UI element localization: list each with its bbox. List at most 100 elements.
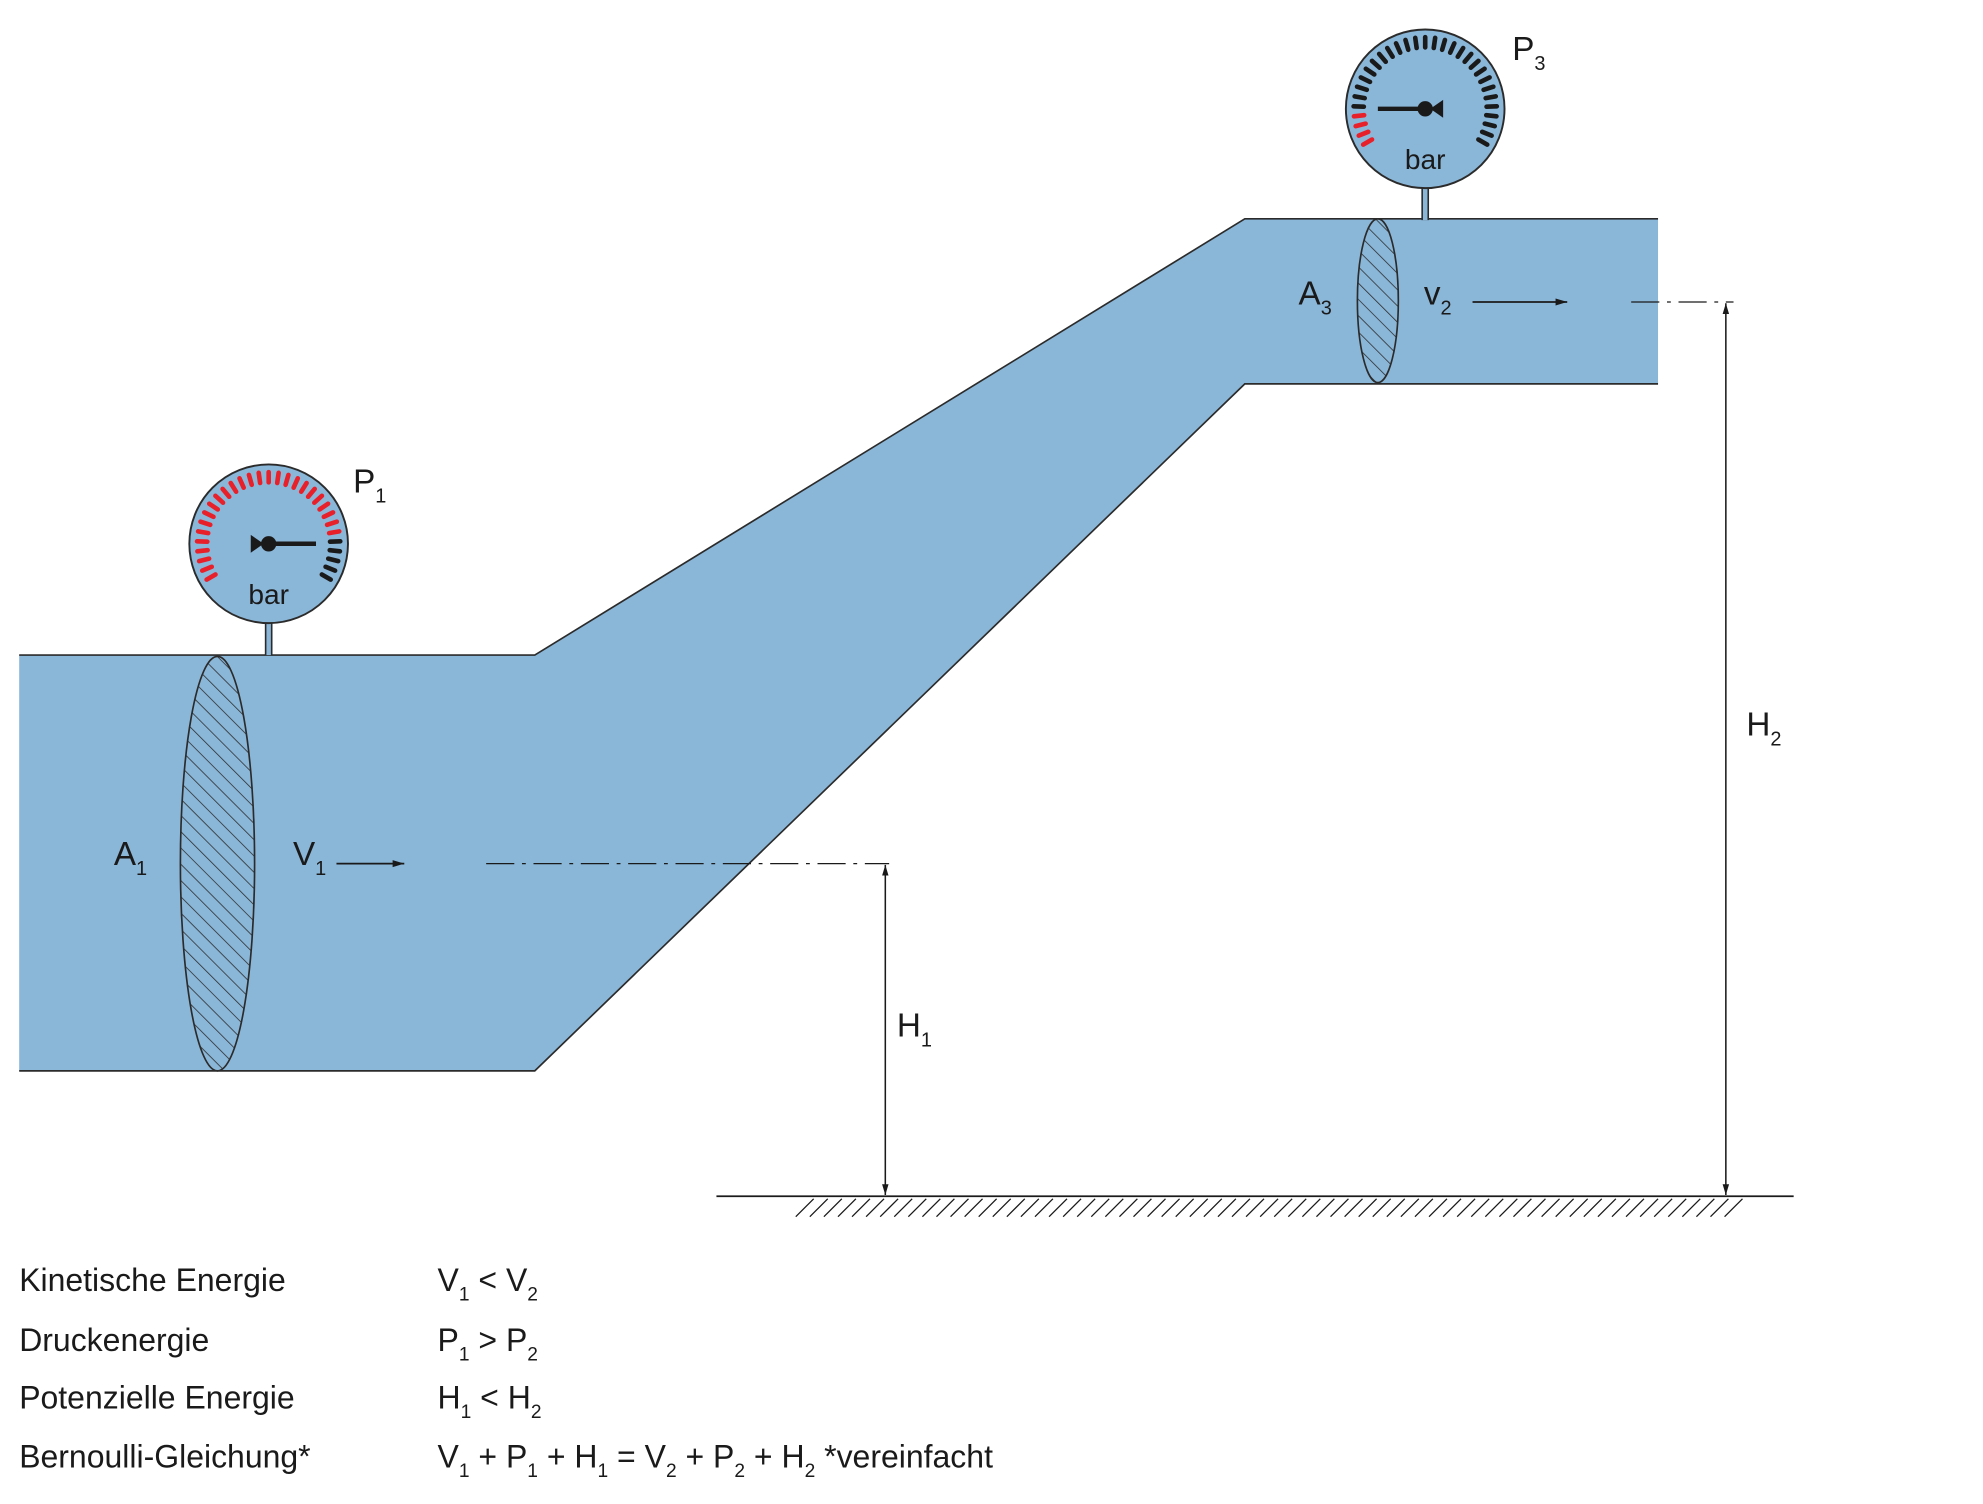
- energy-legend: Kinetische Energie V1​ < V2​ Druckenergie P…: [19, 1262, 993, 1482]
- gauge-tick: [198, 519, 213, 528]
- subscript: 3: [1534, 53, 1545, 75]
- gauge-tick: [1360, 137, 1375, 147]
- gauge-tick: [321, 510, 336, 520]
- subscript: 1: [459, 1285, 470, 1306]
- subscript: 1: [527, 1461, 538, 1482]
- label-p1: P1​: [353, 464, 386, 508]
- gauge-tick: [1462, 51, 1474, 65]
- label-h1: H1​: [897, 1007, 932, 1051]
- symbol: +: [745, 1438, 781, 1474]
- symbol: H: [508, 1380, 531, 1416]
- gauge-tick: [291, 476, 301, 490]
- gauge-tick: [1468, 58, 1481, 71]
- gauge-tick: [1356, 129, 1371, 138]
- symbol: V: [506, 1262, 528, 1298]
- gauge-tick: [195, 547, 210, 554]
- legend-term: Bernoulli-Gleichung*: [19, 1438, 310, 1474]
- gauge-tick: [256, 470, 263, 486]
- gauge-unit: bar: [248, 579, 289, 610]
- subscript: 1: [461, 1402, 472, 1423]
- subscript: 1: [459, 1461, 470, 1482]
- gauge-tick: [323, 564, 338, 573]
- symbol: P: [1512, 31, 1534, 68]
- gauge-tick: [1384, 45, 1395, 60]
- symbol: V: [438, 1438, 460, 1474]
- legend-formula: P1​ > P2​: [438, 1322, 538, 1366]
- symbol: +: [470, 1438, 506, 1474]
- gauge-tick: [237, 476, 246, 490]
- pipe: [19, 218, 1659, 1071]
- symbol: V: [293, 836, 316, 873]
- label-p3: P3​: [1512, 31, 1545, 75]
- gauge-tick: [1351, 112, 1367, 119]
- gauge-tick: [283, 472, 291, 488]
- symbol: =: [608, 1438, 644, 1474]
- subscript: 2: [805, 1461, 816, 1482]
- symbol: H: [574, 1438, 597, 1474]
- subscript: 2: [527, 1285, 538, 1306]
- legend-term: Kinetische Energie: [19, 1262, 286, 1298]
- gauge-tick: [1447, 41, 1457, 56]
- symbol: >: [470, 1322, 506, 1358]
- gauge-tick: [1376, 51, 1389, 65]
- gauge-tick: [1412, 35, 1419, 51]
- subscript: 1: [598, 1461, 609, 1482]
- gauge-tick: [246, 472, 255, 488]
- symbol: P: [713, 1438, 734, 1474]
- pressure-gauge-icon: bar: [188, 463, 349, 656]
- legend-term: Potenzielle Energie: [19, 1380, 294, 1416]
- gauge-tick: [1393, 41, 1403, 56]
- gauge-tick: [1358, 75, 1373, 85]
- cross-section-a3: [1356, 217, 1400, 384]
- symbol: H: [781, 1438, 804, 1474]
- symbol: H: [897, 1007, 921, 1044]
- gauge-tick: [1363, 66, 1377, 77]
- gauge-tick: [206, 501, 221, 512]
- gauge-tick: [274, 470, 281, 486]
- symbol: <: [471, 1380, 507, 1416]
- legend-formula: V1​ + P1​ + H1​ = V2​ + P2​ + H2​ *verei…: [438, 1438, 994, 1482]
- cross-section-a1: [179, 655, 256, 1072]
- gauge-tick: [220, 486, 232, 500]
- gauge-tick: [298, 480, 309, 495]
- symbol: V: [438, 1262, 460, 1298]
- label-v2: v2​: [1424, 276, 1452, 320]
- symbol: A: [1299, 276, 1322, 313]
- legend-formula: H1​ < H2​: [438, 1380, 542, 1424]
- symbol: V: [645, 1438, 667, 1474]
- gauge-tick: [319, 572, 334, 582]
- subscript: 1: [375, 486, 386, 508]
- gauge-tick: [213, 493, 226, 505]
- subscript: 3: [1321, 298, 1332, 320]
- gauge-tick: [199, 564, 215, 573]
- subscript: 2: [1441, 298, 1452, 320]
- gauge-tick: [324, 519, 340, 528]
- label-a1: A1​: [114, 836, 147, 880]
- gauge-tick: [1431, 35, 1438, 51]
- symbol: +: [677, 1438, 713, 1474]
- gauge-tick: [1482, 121, 1498, 129]
- symbol: P: [506, 1438, 527, 1474]
- gauge-tick: [311, 493, 325, 505]
- gauge-tick: [326, 529, 342, 536]
- gauge-tick: [1483, 112, 1499, 119]
- subscript: 2: [527, 1345, 538, 1366]
- gauge-tick: [196, 556, 212, 564]
- symbol: P: [506, 1322, 527, 1358]
- gauge-tick: [1369, 58, 1382, 71]
- subscript: 1: [315, 858, 326, 880]
- gauge-tick: [1476, 137, 1490, 147]
- gauge-tick: [317, 501, 331, 512]
- symbol: <: [470, 1262, 506, 1298]
- subscript: 2: [531, 1402, 542, 1423]
- gauge-tick: [327, 547, 343, 554]
- subscript: 2: [1770, 729, 1781, 751]
- label-a3: A3​: [1299, 276, 1332, 320]
- symbol: A: [114, 836, 137, 873]
- gauge-tick: [1439, 37, 1448, 53]
- gauge-tick: [1479, 129, 1494, 138]
- gauge-tick: [201, 510, 216, 520]
- gauge-tick: [228, 480, 239, 495]
- subscript: 1: [136, 858, 147, 880]
